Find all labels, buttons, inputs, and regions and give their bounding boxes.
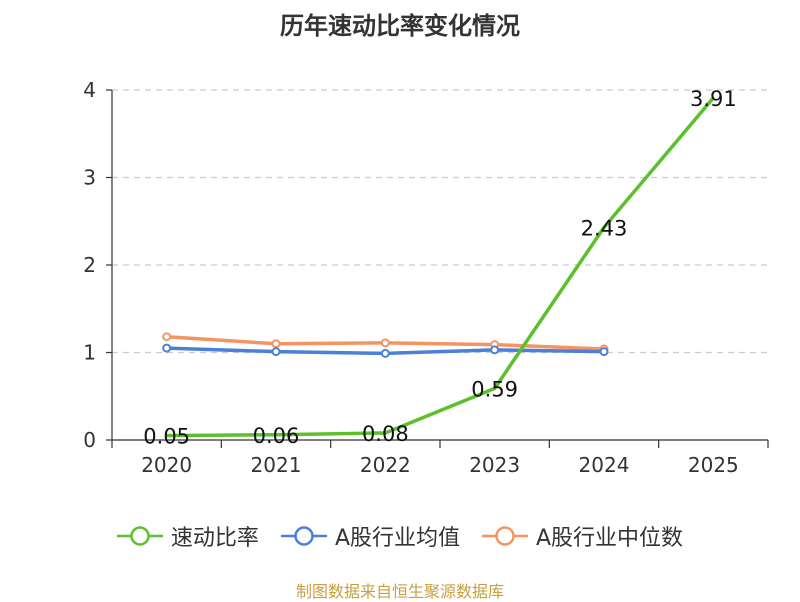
series-line-0 xyxy=(166,96,715,438)
legend-swatch-1 xyxy=(280,526,327,546)
chart-legend: 速动比率 A股行业均值 A股行业中位数 xyxy=(0,520,800,552)
data-label-2020: 0.05 xyxy=(143,425,190,449)
series-1-point-2024 xyxy=(599,347,609,357)
series-1-point-2022 xyxy=(380,348,390,358)
legend-item-series-0[interactable]: 速动比率 xyxy=(116,520,259,552)
gridlines xyxy=(112,89,768,354)
y-tick-label-4: 4 xyxy=(83,78,96,102)
legend-label-0: 速动比率 xyxy=(170,526,259,551)
series-1-point-2021 xyxy=(271,347,281,357)
x-tick-label-2023: 2023 xyxy=(469,453,520,477)
series-2-point-2022 xyxy=(380,338,390,348)
x-tick-label-2025: 2025 xyxy=(688,453,739,477)
y-tick-label-3: 3 xyxy=(83,166,96,190)
source-note: 制图数据来自恒生聚源数据库 xyxy=(295,582,504,601)
series-2-point-2020 xyxy=(162,332,172,342)
axes: 0 1 2 3 4 2020 2021 2022 2023 2024 2025 xyxy=(83,78,769,477)
x-tick-label-2020: 2020 xyxy=(141,453,192,477)
y-tick-label-2: 2 xyxy=(83,253,96,277)
y-tick-label-0: 0 xyxy=(83,428,96,452)
legend-swatch-2 xyxy=(482,526,528,546)
legend-label-1: A股行业均值 xyxy=(334,526,460,551)
data-label-2025: 3.91 xyxy=(690,87,737,111)
x-tick-label-2021: 2021 xyxy=(251,453,302,477)
data-label-2023: 0.59 xyxy=(471,377,518,401)
data-label-2024: 2.43 xyxy=(581,216,628,240)
series-2-point-2021 xyxy=(271,339,281,349)
legend-item-series-2[interactable]: A股行业中位数 xyxy=(482,520,683,552)
series-1-point-2023 xyxy=(490,345,500,355)
legend-label-2: A股行业中位数 xyxy=(536,526,684,551)
series-1-point-2020 xyxy=(162,343,172,353)
x-tick-label-2024: 2024 xyxy=(579,453,630,477)
data-labels: 0.05 0.06 0.08 0.59 2.43 3.91 xyxy=(143,87,736,449)
y-tick-label-1: 1 xyxy=(83,341,96,365)
series-lines xyxy=(162,96,715,438)
legend-item-series-1[interactable]: A股行业均值 xyxy=(280,520,460,552)
data-label-2021: 0.06 xyxy=(253,424,300,448)
chart-title: 历年速动比率变化情况 xyxy=(280,12,520,40)
data-label-2022: 0.08 xyxy=(362,422,409,446)
legend-swatch-0 xyxy=(116,526,163,546)
x-tick-label-2022: 2022 xyxy=(360,453,411,477)
